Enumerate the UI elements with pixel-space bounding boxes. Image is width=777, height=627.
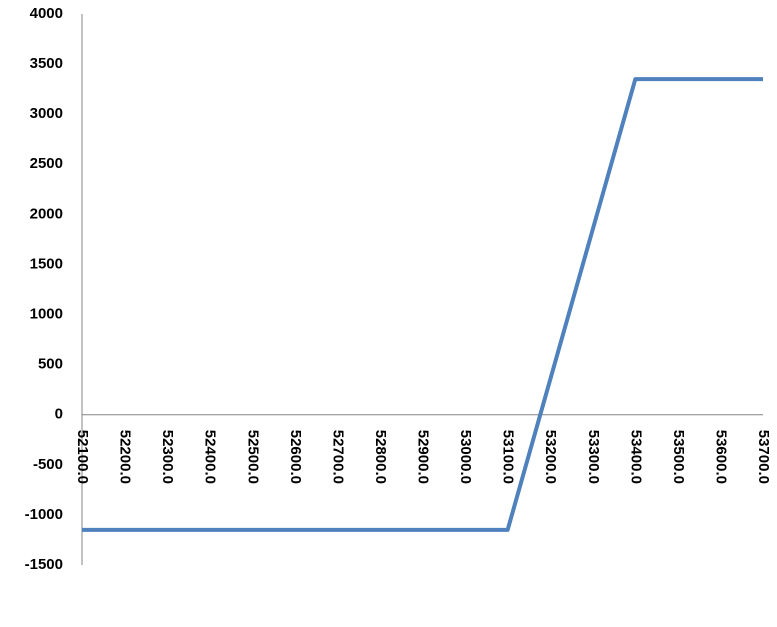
y-tick-label: -1000	[25, 506, 63, 523]
data-line	[82, 77, 763, 532]
y-tick-label: 1000	[30, 306, 63, 323]
x-tick-label: 52800.0	[372, 430, 389, 484]
x-tick-label: 53400.0	[627, 430, 644, 484]
y-tick-label: 4000	[30, 5, 63, 22]
x-tick-label: 53500.0	[670, 430, 687, 484]
y-tick-label: -1500	[25, 556, 63, 573]
y-tick-label: -500	[33, 456, 63, 473]
y-tick-label: 3500	[30, 55, 63, 72]
x-tick-label: 53000.0	[457, 430, 474, 484]
x-tick-label: 52100.0	[74, 430, 91, 484]
y-tick-label: 0	[55, 406, 63, 423]
x-tick-label: 52600.0	[287, 430, 304, 484]
x-tick-label: 52700.0	[329, 430, 346, 484]
y-tick-label: 3000	[30, 105, 63, 122]
y-tick-label: 500	[38, 356, 63, 373]
x-tick-label: 52300.0	[159, 430, 176, 484]
x-tick-label: 53600.0	[712, 430, 729, 484]
x-tick-label: 53100.0	[500, 430, 517, 484]
y-tick-label: 1500	[30, 255, 63, 272]
x-tick-label: 52900.0	[415, 430, 432, 484]
x-tick-label: 53700.0	[755, 430, 772, 484]
x-tick-label: 52500.0	[244, 430, 261, 484]
x-tick-label: 52200.0	[117, 430, 134, 484]
y-tick-label: 2000	[30, 205, 63, 222]
x-tick-label: 53300.0	[585, 430, 602, 484]
y-tick-label: 2500	[30, 155, 63, 172]
x-tick-label: 52400.0	[202, 430, 219, 484]
x-tick-label: 53200.0	[542, 430, 559, 484]
